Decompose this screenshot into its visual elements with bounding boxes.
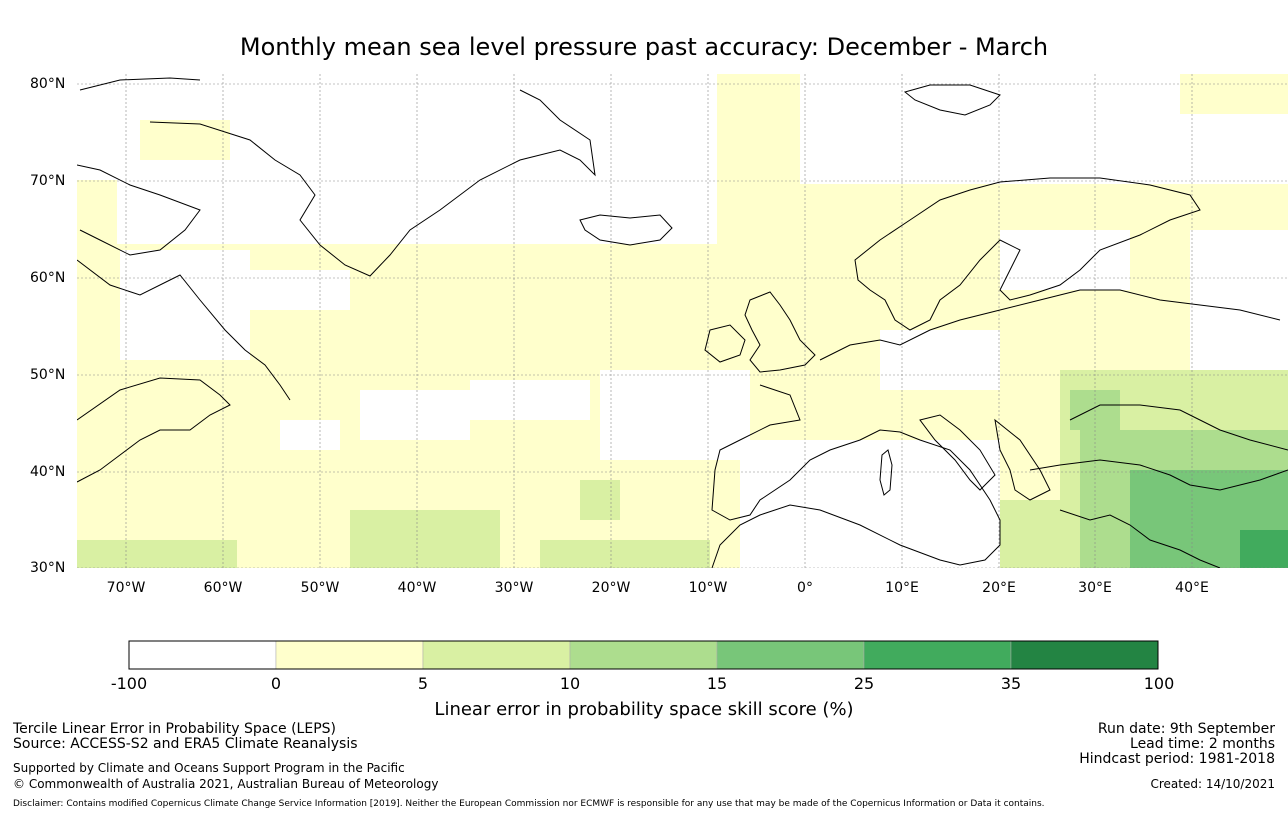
footer-run-date: Run date: 9th September [1097,721,1275,737]
lon-label-20w: 20°W [591,580,631,596]
lon-label-10w: 10°W [688,580,728,596]
footer-disclaimer: Disclaimer: Contains modified Copernicus… [13,799,1045,809]
colorbar-tick-label: 15 [706,674,728,693]
colorbar-segment-7 [1010,640,1159,670]
lat-label-40: 40°N [30,464,66,480]
negative-skill-regions [77,74,1288,568]
lat-label-80: 80°N [30,76,66,92]
footer-created: Created: 14/10/2021 [1150,777,1275,791]
lat-label-50: 50°N [30,367,66,383]
lon-label-0: 0° [797,580,813,596]
lon-label-30w: 30°W [494,580,534,596]
lon-label-10e: 10°E [885,580,919,596]
footer-support: Supported by Climate and Oceans Support … [13,761,405,775]
footer-method: Tercile Linear Error in Probability Spac… [13,721,336,737]
colorbar-segment-4 [569,640,718,670]
skill-25-35-regions [1240,530,1288,568]
lat-label-70: 70°N [30,173,66,189]
colorbar-segment-6 [863,640,1012,670]
gridlines [77,74,1288,568]
colorbar-tick-label: 25 [853,674,875,693]
lon-label-60w: 60°W [203,580,243,596]
colorbar-tick-label: 35 [1000,674,1022,693]
colorbar-tick-label: 5 [417,674,429,693]
colorbar-tick-label: 10 [559,674,581,693]
footer-copyright: © Commonwealth of Australia 2021, Austra… [13,777,439,791]
coastlines [77,77,1288,568]
colorbar-tick-label: 0 [270,674,282,693]
footer-hindcast: Hindcast period: 1981-2018 [1079,751,1275,767]
colorbar [128,640,1159,670]
footer-lead-time: Lead time: 2 months [1130,736,1275,752]
page-title: Monthly mean sea level pressure past acc… [239,33,1049,61]
colorbar-tick-label: 100 [1143,674,1175,693]
lon-label-70w: 70°W [106,580,146,596]
lon-label-40w: 40°W [397,580,437,596]
colorbar-segment-5 [716,640,865,670]
lon-label-30e: 30°E [1078,580,1112,596]
lon-label-40e: 40°E [1175,580,1209,596]
colorbar-title: Linear error in probability space skill … [434,699,854,720]
lon-label-20e: 20°E [982,580,1016,596]
lon-label-50w: 50°W [300,580,340,596]
lat-label-30: 30°N [30,560,66,576]
colorbar-segment-2 [275,640,424,670]
colorbar-tick-label: -100 [110,674,148,693]
colorbar-segment-3 [422,640,571,670]
colorbar-segment-1 [128,640,277,670]
lat-label-60: 60°N [30,270,66,286]
footer-source: Source: ACCESS-S2 and ERA5 Climate Reana… [13,736,358,752]
